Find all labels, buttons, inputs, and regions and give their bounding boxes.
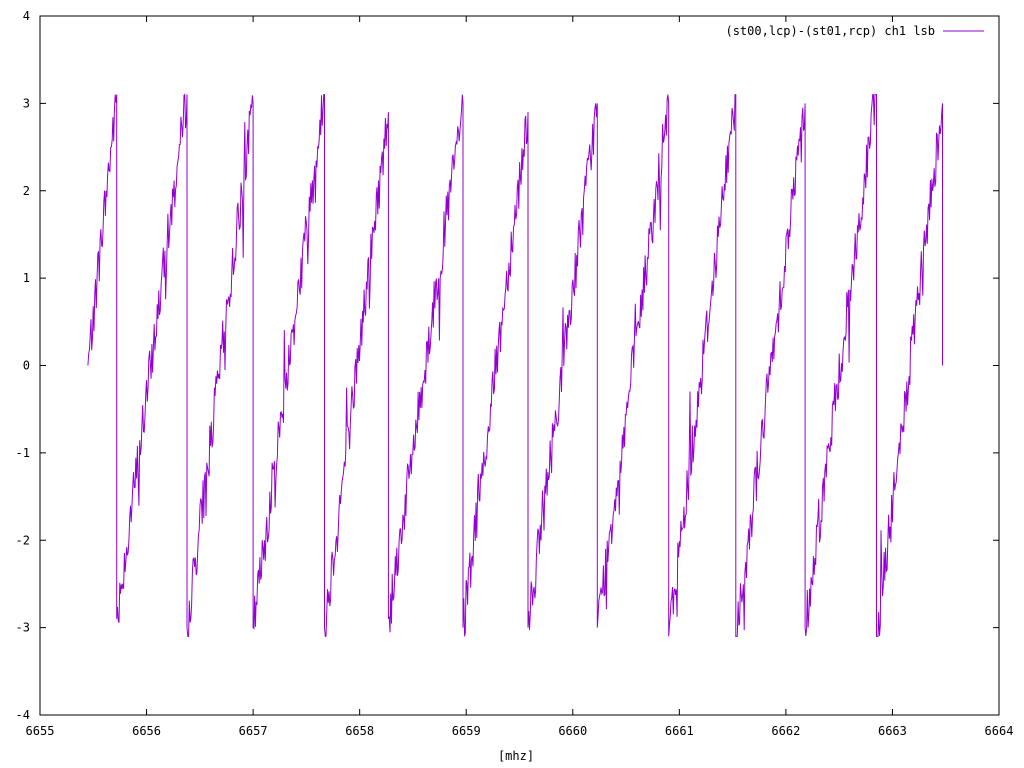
x-tick-label: 6657 — [239, 724, 268, 738]
x-tick-label: 6663 — [878, 724, 907, 738]
y-tick-label: 2 — [23, 184, 30, 198]
y-tick-label: -3 — [16, 621, 30, 635]
x-tick-label: 6664 — [985, 724, 1014, 738]
series-line — [87, 93, 943, 638]
y-ticks: -4 -3 -2 -1 0 1 2 3 4 — [16, 9, 999, 722]
x-tick-label: 6655 — [26, 724, 55, 738]
x-axis-label: [mhz] — [498, 749, 534, 763]
y-tick-label: -2 — [16, 533, 30, 547]
x-ticks: 6655 6656 6657 6658 6659 6660 6661 6662 6663 6664 — [26, 16, 1014, 738]
x-tick-label: 6656 — [132, 724, 161, 738]
y-tick-label: -4 — [16, 708, 30, 722]
legend-label: (st00,lcp)-(st01,rcp) ch1 lsb — [725, 24, 935, 38]
x-tick-label: 6661 — [665, 724, 694, 738]
x-tick-label: 6659 — [452, 724, 481, 738]
legend: (st00,lcp)-(st01,rcp) ch1 lsb — [725, 24, 984, 38]
x-tick-label: 6660 — [558, 724, 587, 738]
series-layer — [87, 93, 943, 638]
x-tick-label: 6658 — [345, 724, 374, 738]
y-tick-label: 4 — [23, 9, 30, 23]
y-tick-label: 3 — [23, 96, 30, 110]
y-tick-label: 1 — [23, 271, 30, 285]
y-tick-label: 0 — [23, 359, 30, 373]
y-tick-label: -1 — [16, 446, 30, 460]
x-tick-label: 6662 — [771, 724, 800, 738]
